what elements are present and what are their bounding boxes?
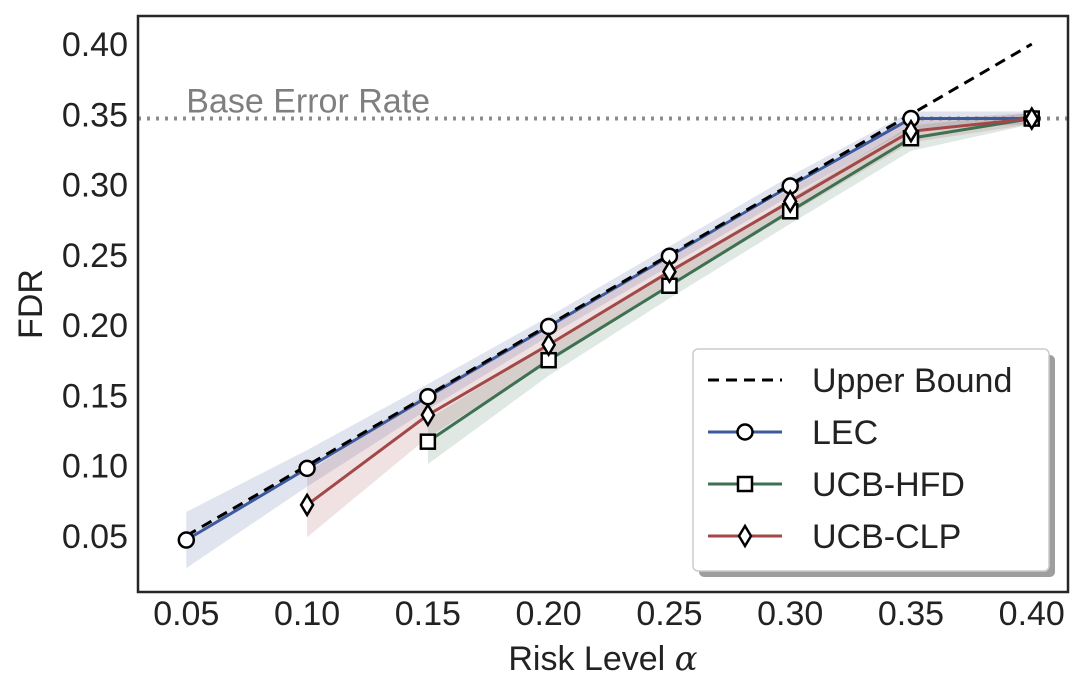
x-tick-label: 0.35 [878, 595, 944, 633]
legend-item-lec: LEC [708, 414, 878, 452]
y-tick-label: 0.10 [62, 448, 128, 486]
y-tick-label: 0.25 [62, 237, 128, 275]
ucb-hfd-line [427, 117, 1033, 443]
legend-marker [737, 523, 753, 549]
legend-label: LEC [812, 414, 878, 452]
x-axis-ticks: 0.05 0.10 0.15 0.20 0.25 0.30 0.35 0.40 [153, 595, 1065, 633]
ucb-hfd-point [419, 433, 437, 450]
x-tick-label: 0.30 [757, 595, 823, 633]
legend-item-upper-bound: Upper Bound [708, 362, 1012, 400]
x-tick-label: 0.10 [274, 595, 340, 633]
y-tick-label: 0.35 [62, 96, 128, 134]
ucb-clp-point [903, 118, 919, 144]
legend-item-ucb-clp: UCB-CLP [708, 518, 961, 556]
ucb-clp-point [299, 492, 315, 518]
lec-point [298, 459, 316, 478]
legend-item-ucb-hfd: UCB-HFD [708, 466, 965, 504]
x-axis-label-symbol: α [675, 639, 698, 679]
x-tick-label: 0.15 [395, 595, 461, 633]
ucb-clp-point [661, 259, 677, 285]
y-axis-ticks: 0.05 0.10 0.15 0.20 0.25 0.30 0.35 0.40 [62, 26, 128, 556]
x-axis-label: Risk Level α [508, 639, 697, 679]
legend-label: UCB-HFD [812, 466, 965, 504]
x-tick-label: 0.05 [153, 595, 219, 633]
legend-box [692, 348, 1050, 572]
y-tick-label: 0.05 [62, 518, 128, 556]
lec-point [539, 317, 558, 336]
y-tick-label: 0.40 [62, 26, 128, 64]
y-tick-label: 0.15 [62, 377, 128, 415]
legend-marker [736, 475, 754, 493]
ucb-clp-point [1024, 106, 1040, 131]
legend-label: Upper Bound [812, 362, 1012, 400]
lec-point [177, 531, 196, 549]
y-tick-label: 0.30 [62, 167, 128, 205]
x-tick-label: 0.25 [636, 595, 702, 633]
y-axis-label: FDR [12, 269, 50, 339]
legend-marker [736, 423, 754, 441]
legend-label: UCB-CLP [812, 518, 961, 556]
ucb-clp-point [420, 402, 436, 428]
lec-point [419, 387, 437, 406]
x-axis-label-text: Risk Level [508, 640, 665, 678]
plot-frame [136, 14, 1070, 594]
x-tick-label: 0.40 [999, 595, 1065, 633]
upper-bound-layer [185, 42, 1033, 538]
y-tick-label: 0.20 [62, 307, 128, 345]
series-markers [177, 106, 1041, 549]
base-error-rate-label: Base Error Rate [186, 83, 430, 121]
legend-items: Upper Bound LEC UCB-HFD UCB-CLP [708, 362, 1012, 556]
legend: Upper Bound LEC UCB-HFD UCB-CLP [692, 348, 1055, 577]
upper-bound-line [185, 42, 1033, 538]
x-tick-label: 0.20 [516, 595, 582, 633]
ucb-clp-point [541, 332, 557, 358]
ucb-clp-point [782, 189, 798, 214]
